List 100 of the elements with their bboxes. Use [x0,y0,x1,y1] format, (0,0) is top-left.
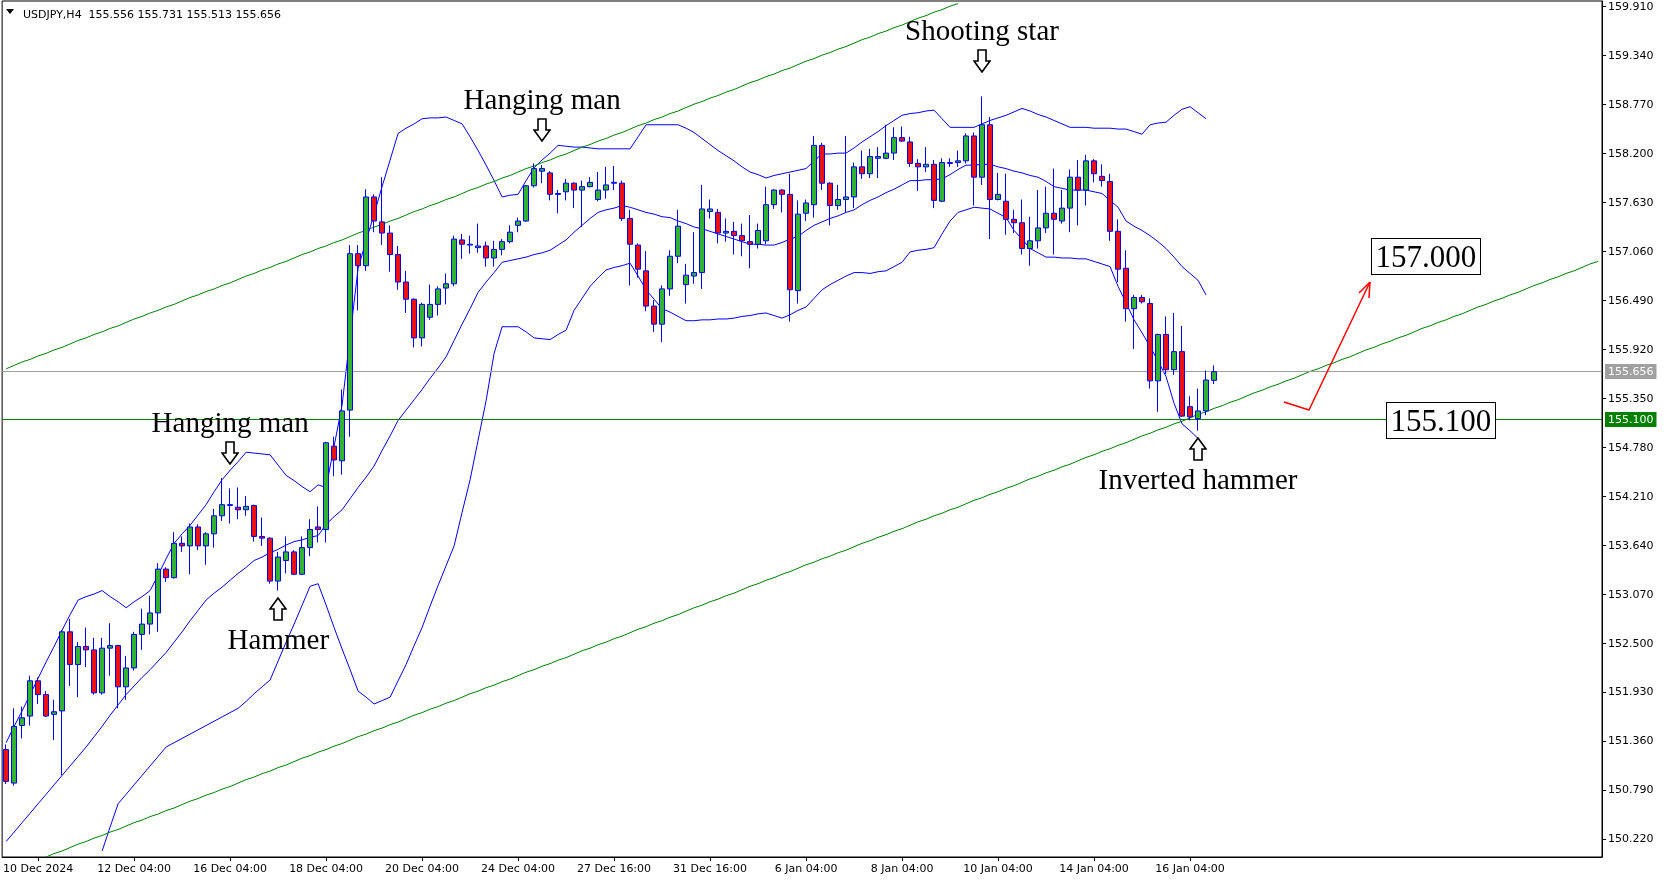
candlestick [51,699,57,741]
x-tick-label: 31 Dec 16:00 [673,862,748,875]
candlestick [187,523,193,575]
candlestick [619,180,625,222]
candlestick [1195,388,1201,432]
candlestick [331,436,337,477]
ref-line-label: 155.100 [1608,413,1654,427]
candlestick [371,193,377,233]
candlestick [555,189,561,214]
candlestick [139,608,145,651]
candlestick [803,199,809,222]
candlestick [83,627,89,668]
y-tick-label: 159.340 [1608,48,1654,62]
candlestick [147,595,153,635]
candlestick [923,146,929,173]
candlestick [1091,158,1097,183]
candlestick [99,637,105,696]
candlestick [75,641,81,698]
candlestick [1139,294,1145,305]
candlestick [211,508,217,549]
candlestick [1099,163,1105,188]
y-tick-label: 151.360 [1608,734,1654,748]
candlestick [451,235,457,287]
candlestick [1131,294,1137,350]
candlestick [515,217,521,233]
candlestick [627,209,633,286]
y-tick-label: 150.220 [1608,832,1654,846]
candlestick [963,132,969,164]
candlestick [435,285,441,317]
candlestick [203,531,209,566]
candlestick [1035,189,1041,250]
candlestick [259,517,265,547]
candlestick [579,180,585,228]
candlestick [779,188,785,213]
candlestick [827,181,833,226]
candlestick [667,249,673,297]
candlestick [1043,186,1049,234]
x-tick-label: 10 Jan 04:00 [963,862,1033,875]
candlestick [491,240,497,268]
y-tick-label: 154.210 [1608,489,1654,503]
candlestick [651,299,657,333]
candlestick [899,125,905,143]
candlestick [459,233,465,260]
x-tick-label: 24 Dec 04:00 [481,862,556,875]
x-tick-label: 6 Jan 04:00 [774,862,838,875]
candlestick [155,562,161,633]
candlestick [1059,189,1065,225]
y-tick-label: 158.200 [1608,146,1654,160]
candlestick [355,244,361,311]
candlestick [875,146,881,179]
candlestick [771,188,777,210]
candlestick [3,743,9,785]
candlestick [291,549,297,576]
x-tick-label: 14 Jan 04:00 [1059,862,1129,875]
candlestick [171,531,177,580]
candlestick [947,157,953,168]
candlestick [955,150,961,168]
candlestick [179,535,185,553]
candlestick [635,242,641,279]
candlestick [443,272,449,305]
candlestick [403,270,409,314]
candlestick [675,209,681,264]
candlestick [235,486,241,520]
candlestick [507,224,513,244]
candlestick [1123,249,1129,323]
annotation: Hanging man [463,83,621,116]
x-tick-label: 16 Dec 04:00 [193,862,268,875]
candlestick [1027,216,1033,267]
x-tick-label: 27 Dec 16:00 [577,862,652,875]
candlestick [299,535,305,576]
candlestick [755,223,761,250]
candlestick [643,250,649,312]
candlestick [699,184,705,290]
candlestick [587,176,593,188]
candlestick [683,263,689,305]
candlestick [347,244,353,438]
y-tick-label: 153.070 [1608,587,1654,601]
candlestick [163,566,169,583]
candlestick [411,297,417,348]
candlestick [1179,325,1185,418]
candlestick [35,676,41,705]
candlestick [1147,297,1153,390]
candlestick [339,388,345,476]
candlestick [531,162,537,188]
candlestick [43,690,49,718]
candlestick [1171,312,1177,376]
candlestick [379,176,385,246]
candlestick [1107,173,1113,242]
candlestick [523,184,529,223]
candlestick [1163,315,1169,375]
y-tick-label: 156.490 [1608,293,1654,307]
candlestick [323,441,329,543]
ref-line-label: 155.656 [1608,364,1654,378]
annotation: Shooting star [905,14,1059,47]
candlestick [475,223,481,254]
candlestick [275,551,281,592]
candlestick [467,235,473,255]
candlestick [883,124,889,160]
candlestick [195,523,201,551]
candlestick [859,150,865,180]
